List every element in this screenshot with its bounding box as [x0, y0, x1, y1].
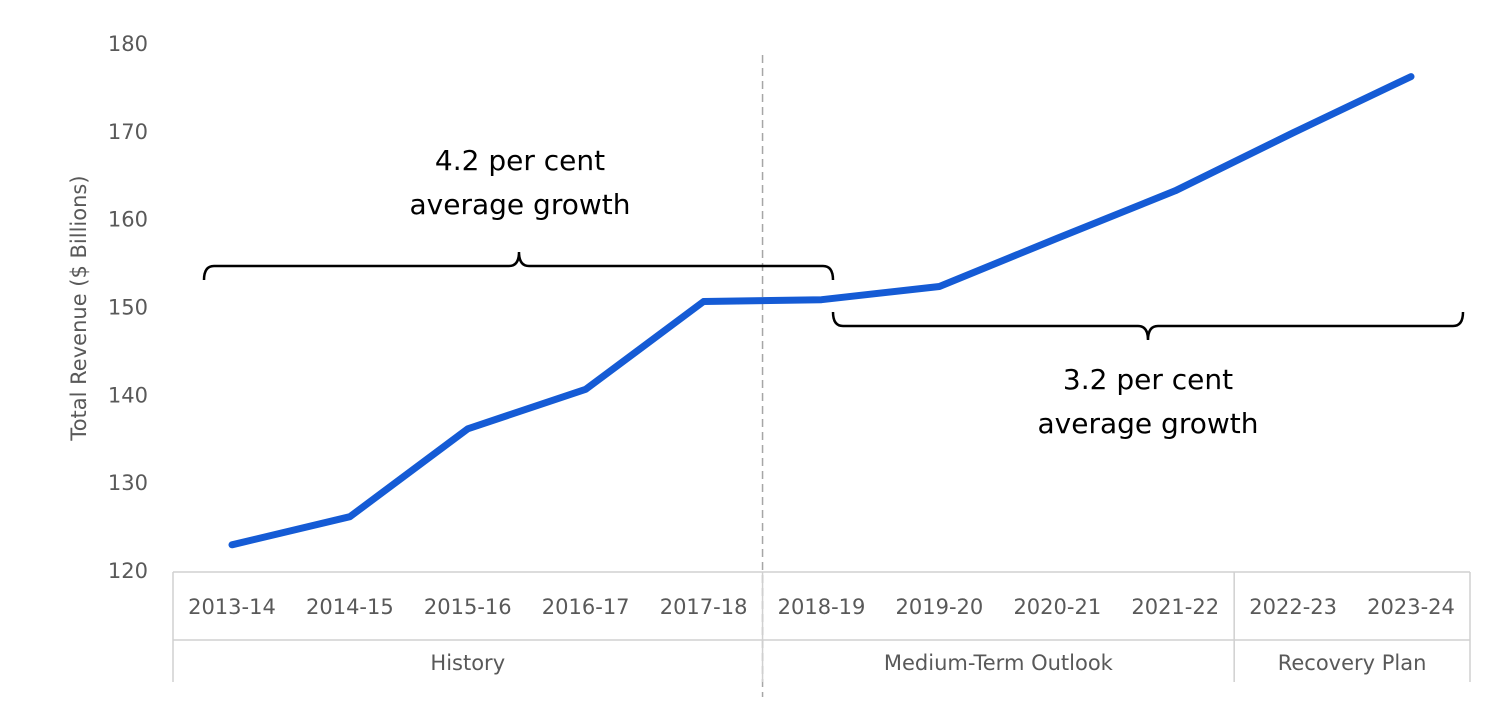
y-tick-label: 180	[108, 32, 148, 56]
group-label: History	[430, 651, 505, 675]
x-tick-label: 2019-20	[896, 595, 984, 619]
y-tick-label: 170	[108, 120, 148, 144]
x-tick-label: 2021-22	[1131, 595, 1219, 619]
x-tick-label: 2013-14	[188, 595, 276, 619]
series-line	[228, 73, 1415, 549]
group-label: Medium-Term Outlook	[884, 651, 1114, 675]
annotation: 3.2 per cent	[1063, 363, 1233, 396]
x-tick-label: 2014-15	[306, 595, 394, 619]
x-tick-label: 2018-19	[778, 595, 866, 619]
x-tick-label: 2020-21	[1013, 595, 1101, 619]
x-tick-label: 2022-23	[1249, 595, 1337, 619]
annotation: 4.2 per cent	[435, 144, 605, 177]
brace	[202, 251, 835, 281]
annotation: average growth	[410, 188, 631, 221]
x-tick-label: 2015-16	[424, 595, 512, 619]
x-tick-label: 2017-18	[660, 595, 748, 619]
x-tick-label: 2023-24	[1367, 595, 1455, 619]
y-tick-label: 160	[108, 208, 148, 232]
y-tick-label: 140	[108, 383, 148, 407]
y-tick-label: 130	[108, 471, 148, 495]
y-tick-label: 150	[108, 296, 148, 320]
brace	[831, 311, 1465, 341]
annotation: average growth	[1038, 407, 1259, 440]
y-tick-label: 120	[108, 559, 148, 583]
y-axis-title: Total Revenue ($ Billions)	[67, 175, 91, 441]
group-label: Recovery Plan	[1278, 651, 1427, 675]
x-tick-label: 2016-17	[542, 595, 630, 619]
